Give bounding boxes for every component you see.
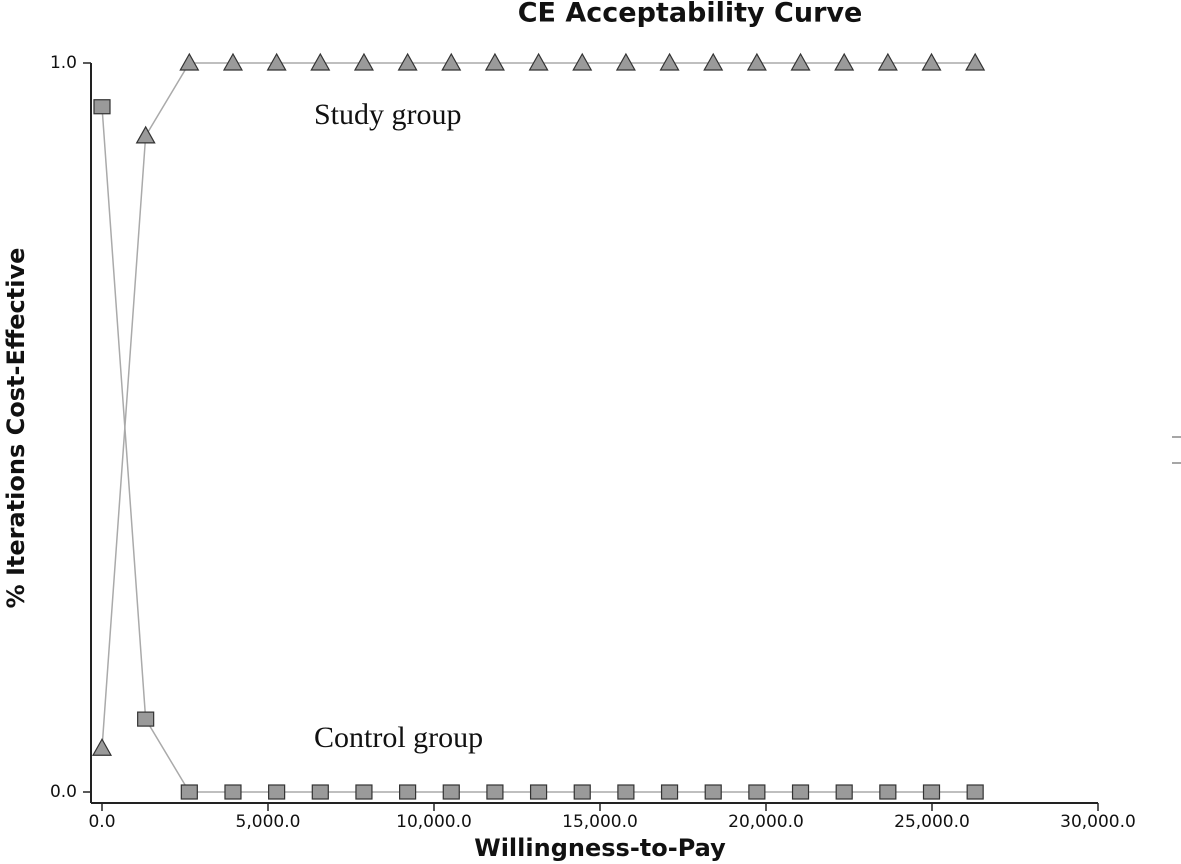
x-tick-label: 5,000.0 xyxy=(236,812,301,832)
square-marker xyxy=(966,784,984,800)
square-marker xyxy=(922,784,941,800)
triangle-marker xyxy=(965,52,986,71)
x-axis-label: Willingness-to-Pay xyxy=(474,834,726,862)
x-tick-label: 30,000.0 xyxy=(1060,812,1136,832)
triangle-marker xyxy=(703,52,724,71)
square-marker xyxy=(268,784,286,800)
series-annotation: Study group xyxy=(314,98,462,131)
triangle-marker xyxy=(179,52,200,71)
square-marker xyxy=(486,784,504,800)
triangle-marker xyxy=(790,52,811,71)
triangle-marker xyxy=(222,52,243,71)
square-marker xyxy=(879,784,897,800)
triangle-marker xyxy=(266,52,287,71)
triangle-marker xyxy=(397,52,418,71)
square-marker xyxy=(442,784,460,800)
triangle-marker xyxy=(441,52,462,71)
square-marker xyxy=(791,784,810,800)
x-tick-label: 15,000.0 xyxy=(562,812,638,832)
square-marker xyxy=(573,784,591,800)
triangle-marker xyxy=(91,738,113,756)
triangle-marker xyxy=(353,52,374,71)
triangle-marker xyxy=(921,52,942,71)
square-marker xyxy=(704,784,722,800)
series-line xyxy=(101,106,976,793)
square-marker xyxy=(137,711,155,727)
square-marker xyxy=(748,784,766,800)
triangle-marker xyxy=(484,52,505,71)
square-marker xyxy=(617,784,635,800)
triangle-marker xyxy=(572,52,593,71)
chart-title: CE Acceptability Curve xyxy=(518,0,863,29)
y-tick-label: 1.0 xyxy=(50,53,77,73)
square-marker xyxy=(660,784,679,800)
triangle-marker xyxy=(615,52,636,71)
triangle-marker xyxy=(877,52,898,71)
square-marker xyxy=(399,784,417,800)
triangle-marker xyxy=(834,52,855,71)
y-axis-label: % Iterations Cost-Effective xyxy=(2,248,30,609)
square-marker xyxy=(311,784,329,800)
square-marker xyxy=(355,784,373,800)
x-tick-label: 25,000.0 xyxy=(894,812,970,832)
square-marker xyxy=(835,784,853,800)
series-line xyxy=(101,62,976,749)
triangle-marker xyxy=(135,125,156,144)
triangle-marker xyxy=(310,52,331,71)
y-tick-label: 0.0 xyxy=(50,782,77,802)
series-annotation: Control group xyxy=(314,721,483,754)
triangle-marker xyxy=(746,52,767,71)
triangle-marker xyxy=(528,52,549,71)
x-tick-label: 10,000.0 xyxy=(396,812,472,832)
x-tick-label: 20,000.0 xyxy=(728,812,804,832)
triangle-marker xyxy=(659,52,680,71)
square-marker xyxy=(224,784,242,800)
square-marker xyxy=(180,784,198,800)
x-tick-label: 0.0 xyxy=(88,812,115,832)
square-marker xyxy=(93,99,111,115)
square-marker xyxy=(529,784,548,800)
